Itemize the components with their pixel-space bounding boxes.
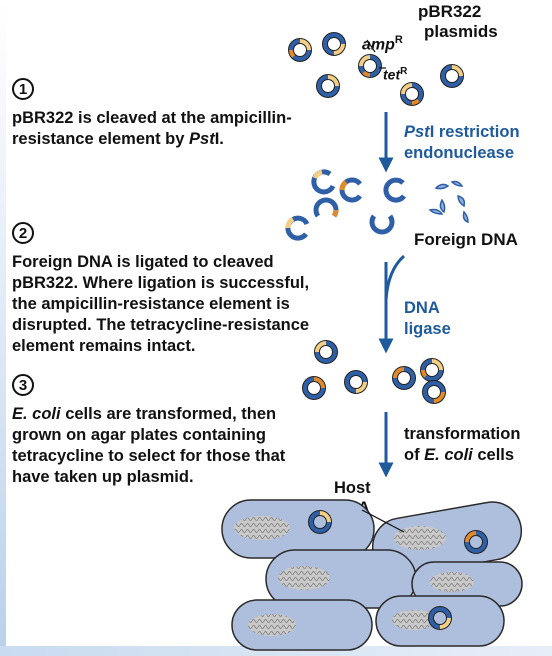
host-dna-pointer-line xyxy=(361,509,405,533)
amp-gene-label: ampR xyxy=(362,34,403,54)
transformation-label-line-1: transformation xyxy=(404,425,521,443)
plasmid-ring xyxy=(316,74,340,98)
step-1-number: 1 xyxy=(12,78,34,100)
host-dna xyxy=(394,526,446,550)
step-3-text: E. coli cells are transformed, then grow… xyxy=(12,404,285,488)
step-2-line-2: pBR322. Where ligation is successful, xyxy=(12,274,310,292)
step-3-line-4: have taken up plasmid. xyxy=(12,468,194,486)
host-dna xyxy=(234,516,290,540)
plasmid-ring xyxy=(464,530,488,554)
plasmid-name-label: pBR322 xyxy=(418,2,482,21)
dna-fragment xyxy=(450,180,464,187)
step-2-line-4: disrupted. The tetracycline-resistance xyxy=(12,316,310,334)
cleaved-plasmids xyxy=(285,169,407,241)
transformation-label: transformation of E. coli cells xyxy=(404,424,520,466)
plasmid-ring xyxy=(392,366,416,390)
host-dna xyxy=(392,610,436,630)
ligase-label: DNA ligase xyxy=(404,298,451,340)
dna-fragment xyxy=(457,195,466,208)
tet-gene-label: tetR xyxy=(383,66,408,83)
cleaved-plasmid xyxy=(313,197,339,218)
ligase-label-line-1: DNA xyxy=(404,299,440,317)
host-dna xyxy=(430,572,474,592)
cleaved-plasmid xyxy=(285,215,310,241)
step-3-line-3: tetracycline to select for those that xyxy=(12,447,286,465)
intact-plasmids xyxy=(288,32,464,106)
host-dna-label-line-1: Host xyxy=(334,479,371,497)
step-1-text: pBR322 is cleaved at the ampicillin- res… xyxy=(12,108,292,150)
recombinant-plasmids xyxy=(302,340,446,404)
plasmid-ring xyxy=(344,370,368,394)
step-3-line-2: grown on agar plates containing xyxy=(12,426,266,444)
step-2-line-5: element remains intact. xyxy=(12,337,196,355)
enzyme-label: PstI restriction endonuclease xyxy=(404,122,520,164)
step-2-line-3: the ampicillin-resistance element is xyxy=(12,295,290,313)
foreign-dna-label: Foreign DNA xyxy=(414,230,518,249)
ligase-label-line-2: ligase xyxy=(404,320,451,338)
step-2-line-1: Foreign DNA is ligated to cleaved xyxy=(12,253,274,271)
plasmid-ring xyxy=(400,82,424,106)
step-1-line-2: resistance element by PstI. xyxy=(12,130,224,148)
ecoli-cells xyxy=(221,499,523,651)
cleaved-plasmid xyxy=(369,214,395,235)
host-dna xyxy=(278,566,330,590)
dna-fragment xyxy=(428,208,444,215)
step-2-number: 2 xyxy=(12,222,34,244)
cleaved-plasmid xyxy=(383,177,407,203)
plasmids-word-label: plasmids xyxy=(424,22,498,41)
ecoli-cell xyxy=(375,595,505,647)
dna-fragment xyxy=(439,198,446,214)
plasmid-ring xyxy=(314,340,338,364)
ecoli-cell xyxy=(371,501,523,577)
ligase-incoming-curve xyxy=(384,254,406,301)
ecoli-cell xyxy=(231,599,373,651)
cleaved-plasmid xyxy=(311,169,336,195)
host-dna xyxy=(248,614,296,636)
plasmid-ring xyxy=(440,64,464,88)
plasmid-ring xyxy=(428,606,452,630)
transformation-label-line-2: of E. coli cells xyxy=(404,446,515,464)
dna-fragment xyxy=(434,183,450,190)
step-3-number: 3 xyxy=(12,374,34,396)
plasmid-ring xyxy=(288,38,312,62)
left-edge-band xyxy=(0,0,6,656)
bottom-edge-band xyxy=(0,646,552,656)
amp-pointer-line xyxy=(366,39,376,53)
dna-fragment xyxy=(462,210,469,224)
step-1-line-1: pBR322 is cleaved at the ampicillin- xyxy=(12,109,292,127)
enzyme-label-line-1: PstI restriction xyxy=(404,123,520,141)
plasmid-ring xyxy=(322,32,346,56)
ecoli-cell xyxy=(221,499,375,559)
step-2-text: Foreign DNA is ligated to cleaved pBR322… xyxy=(12,252,309,357)
plasmid-ring xyxy=(422,380,446,404)
enzyme-label-line-2: endonuclease xyxy=(404,144,515,162)
cleaved-plasmid xyxy=(339,177,362,203)
step-3-line-1: E. coli cells are transformed, then xyxy=(12,405,277,423)
plasmid-ring xyxy=(302,376,326,400)
plasmid-ring xyxy=(420,358,444,382)
plasmid-ring-labeled xyxy=(358,54,382,78)
plasmid-ring xyxy=(308,510,332,534)
foreign-dna-fragments xyxy=(428,180,469,224)
ecoli-cell xyxy=(411,561,523,607)
